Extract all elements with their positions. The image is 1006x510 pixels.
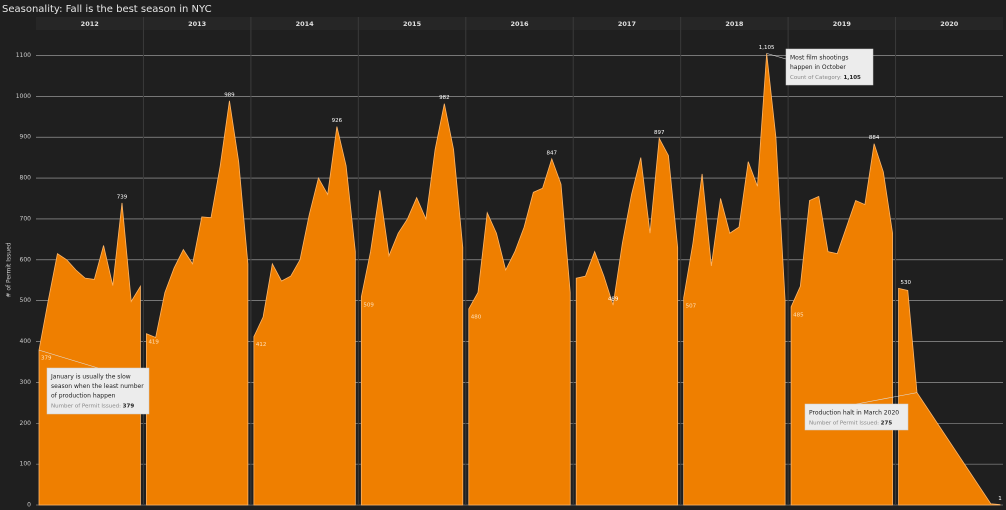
area [360,103,464,506]
y-tick-label: 1100 [16,52,31,59]
year-label: 2013 [188,20,206,28]
y-tick-label: 500 [20,297,32,304]
data-label: 412 [256,342,267,348]
annotation-text: Most film shootings [790,55,848,62]
year-label: 2016 [510,20,529,28]
year-label: 2014 [296,20,315,28]
data-label: 884 [869,135,880,141]
y-tick-label: 900 [20,134,32,141]
y-axis-label: # of Permit Issued [6,242,13,297]
data-label: 982 [439,95,450,101]
area [683,53,786,506]
annotation-text: season when the least number [51,383,144,390]
year-label: 2015 [403,20,422,28]
data-label: 739 [117,194,128,200]
data-label: 989 [224,92,235,98]
y-tick-label: 800 [20,175,32,182]
header-band [36,17,1003,30]
annotation-box [804,403,909,431]
data-label: 379 [41,356,52,362]
data-label: 419 [148,339,159,345]
y-tick-label: 600 [20,256,32,263]
y-tick-label: 200 [20,420,32,427]
area [38,202,141,506]
y-tick-label: 1000 [16,93,31,100]
annotation-detail: Number of Permit Issued: 379 [51,403,134,409]
annotation-detail-value: 379 [123,403,135,409]
annotation-connector [856,392,918,405]
y-tick-label: 100 [20,461,32,468]
data-label: 509 [363,302,374,308]
annotation-detail-label: Number of Permit Issued: [51,403,121,409]
data-label: 847 [547,150,558,156]
data-label: 1 [998,496,1002,502]
data-label: 480 [471,314,482,320]
annotation-detail: Number of Permit Issued: 275 [809,420,892,426]
annotation-detail: Count of Category: 1,105 [790,75,861,81]
data-label: 530 [901,280,912,286]
area [253,126,356,506]
data-label: 926 [332,118,343,124]
data-label: 489 [608,297,619,303]
annotation-connector [38,349,99,369]
data-label: 897 [654,130,665,136]
y-tick-label: 0 [27,502,31,509]
year-label: 2012 [81,20,99,28]
year-label: 2017 [618,20,636,28]
y-tick-label: 700 [20,215,32,222]
annotation-text: Production halt in March 2020 [809,410,899,417]
area [898,287,1001,506]
year-label: 2020 [940,20,959,28]
chart-title: Seasonality: Fall is the best season in … [2,4,212,15]
data-label: 507 [686,303,697,309]
annotation-detail-label: Count of Category: [790,75,842,81]
area [146,100,249,506]
annotation-detail-value: 1,105 [843,75,861,81]
annotation-box [785,48,874,86]
year-label: 2019 [833,20,852,28]
year-label: 2018 [725,20,744,28]
data-label: 1,105 [759,45,775,51]
annotation-text: happen in October [790,64,846,71]
area [575,137,679,506]
annotation-connector [766,53,787,60]
annotation-box [46,367,150,415]
y-tick-label: 400 [20,338,32,345]
area [468,157,571,506]
annotation-text: January is usually the slow [50,374,131,381]
y-tick-label: 300 [20,379,32,386]
data-label: 485 [793,312,804,318]
annotation-detail-value: 275 [881,420,893,426]
annotation-detail-label: Number of Permit Issued: [809,420,879,426]
annotation-text: of production happen [51,393,116,400]
